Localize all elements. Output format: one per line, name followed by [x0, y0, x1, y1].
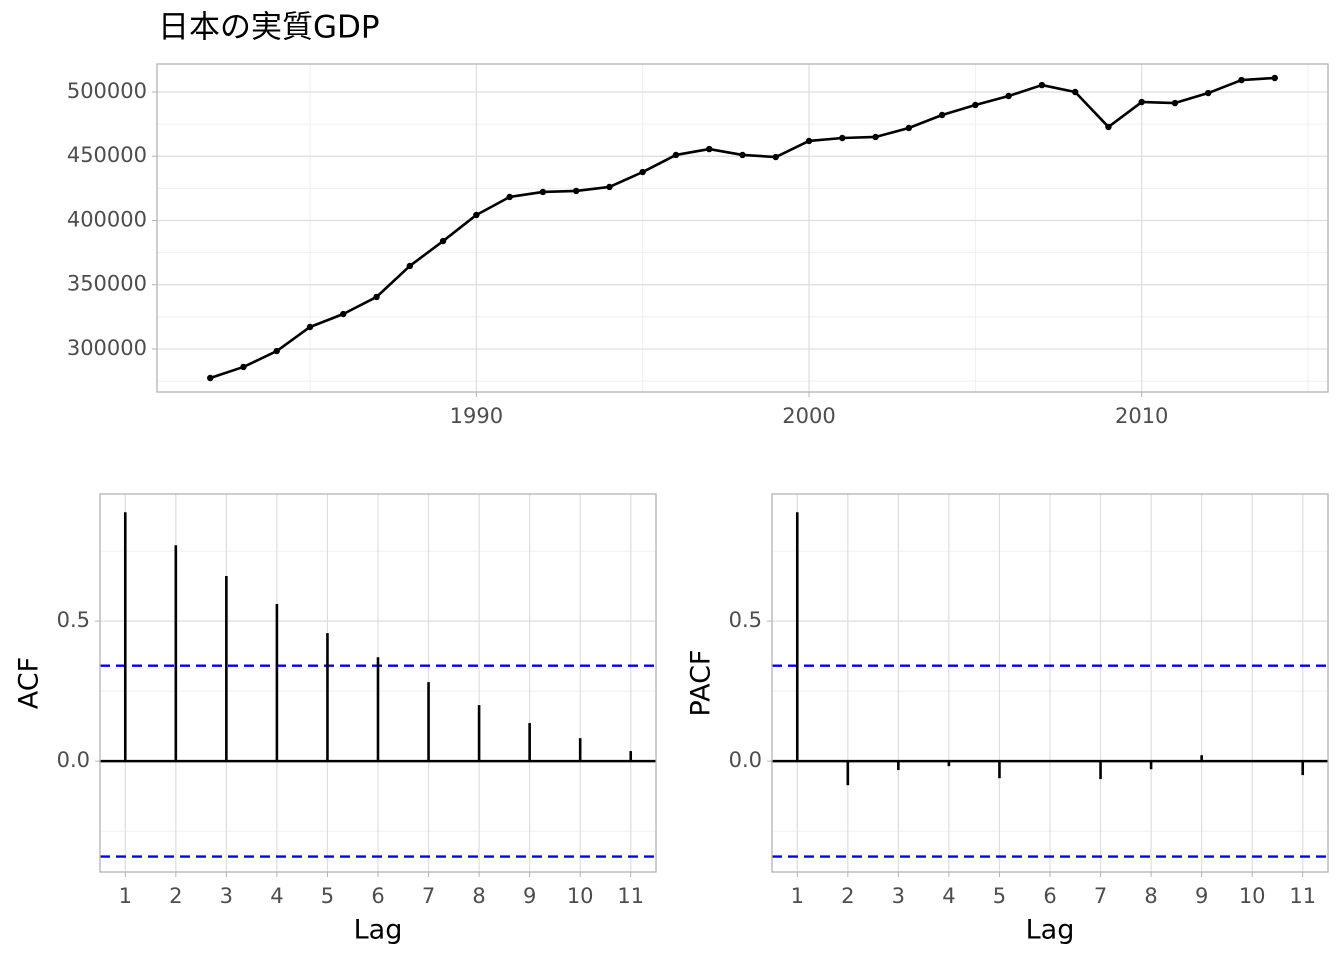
- x-tick-label: 6: [371, 884, 384, 908]
- x-tick-label: 5: [993, 884, 1006, 908]
- x-tick-label: 4: [270, 884, 283, 908]
- y-tick-label: 0.0: [57, 748, 90, 772]
- y-axis-title: PACF: [686, 650, 717, 717]
- data-point: [439, 237, 447, 245]
- data-point: [606, 183, 613, 191]
- data-point: [373, 293, 380, 301]
- y-tick-label: 0.5: [729, 608, 762, 632]
- data-point: [572, 187, 580, 195]
- chart-title: 日本の実質GDP: [158, 10, 380, 46]
- x-tick-label: 3: [892, 884, 905, 908]
- y-tick-label: 400000: [67, 207, 147, 231]
- data-point: [207, 374, 214, 382]
- data-point: [306, 323, 314, 331]
- x-tick-label: 1: [119, 884, 132, 908]
- data-point: [905, 124, 913, 132]
- y-tick-label: 300000: [67, 336, 147, 360]
- data-point: [872, 133, 879, 141]
- plot-background: [157, 64, 1328, 392]
- data-point: [1005, 92, 1012, 100]
- data-point: [340, 310, 347, 318]
- data-point: [639, 168, 646, 176]
- x-tick-label: 2: [169, 884, 182, 908]
- plot-border: [99, 493, 657, 873]
- plot-border: [771, 493, 1329, 873]
- data-point: [406, 262, 414, 270]
- x-tick-label: 1990: [450, 404, 503, 428]
- x-tick-label: 2: [841, 884, 854, 908]
- data-point: [1071, 88, 1079, 96]
- x-tick-label: 3: [220, 884, 233, 908]
- data-point: [539, 188, 547, 196]
- data-point: [938, 111, 946, 119]
- data-point: [672, 151, 680, 159]
- data-point: [1171, 99, 1179, 107]
- x-tick-label: 9: [1195, 884, 1208, 908]
- x-tick-label: 8: [1144, 884, 1157, 908]
- data-point: [1238, 76, 1245, 84]
- data-point: [972, 101, 979, 109]
- data-point: [839, 134, 846, 142]
- x-tick-label: 6: [1043, 884, 1056, 908]
- x-tick-label: 4: [942, 884, 955, 908]
- x-tick-label: 7: [1094, 884, 1107, 908]
- x-axis-title: Lag: [354, 915, 403, 946]
- data-point: [1271, 74, 1278, 82]
- y-tick-label: 500000: [67, 79, 147, 103]
- data-point: [273, 347, 280, 355]
- x-tick-label: 2000: [782, 404, 835, 428]
- x-tick-label: 9: [523, 884, 536, 908]
- y-tick-label: 0.5: [57, 608, 90, 632]
- y-axis-title: ACF: [14, 657, 45, 709]
- y-tick-label: 450000: [67, 143, 147, 167]
- x-tick-label: 8: [472, 884, 485, 908]
- data-point: [706, 145, 713, 153]
- y-tick-label: 0.0: [729, 748, 762, 772]
- data-point: [1205, 89, 1212, 97]
- x-tick-label: 2010: [1115, 404, 1168, 428]
- x-tick-label: 1: [791, 884, 804, 908]
- data-point: [739, 151, 746, 159]
- x-tick-label: 10: [567, 884, 594, 908]
- y-tick-label: 350000: [67, 272, 147, 296]
- data-point: [1105, 123, 1112, 131]
- data-point: [772, 153, 779, 161]
- data-point: [473, 211, 480, 219]
- data-point: [1038, 81, 1046, 89]
- x-tick-label: 11: [617, 884, 644, 908]
- x-axis-title: Lag: [1026, 915, 1075, 946]
- x-tick-label: 7: [422, 884, 435, 908]
- data-point: [805, 137, 813, 145]
- data-point: [240, 363, 247, 371]
- x-tick-label: 5: [321, 884, 334, 908]
- x-tick-label: 10: [1239, 884, 1266, 908]
- plot-border: [156, 63, 1329, 393]
- x-tick-label: 11: [1289, 884, 1316, 908]
- data-point: [506, 193, 513, 201]
- data-point: [1138, 98, 1145, 106]
